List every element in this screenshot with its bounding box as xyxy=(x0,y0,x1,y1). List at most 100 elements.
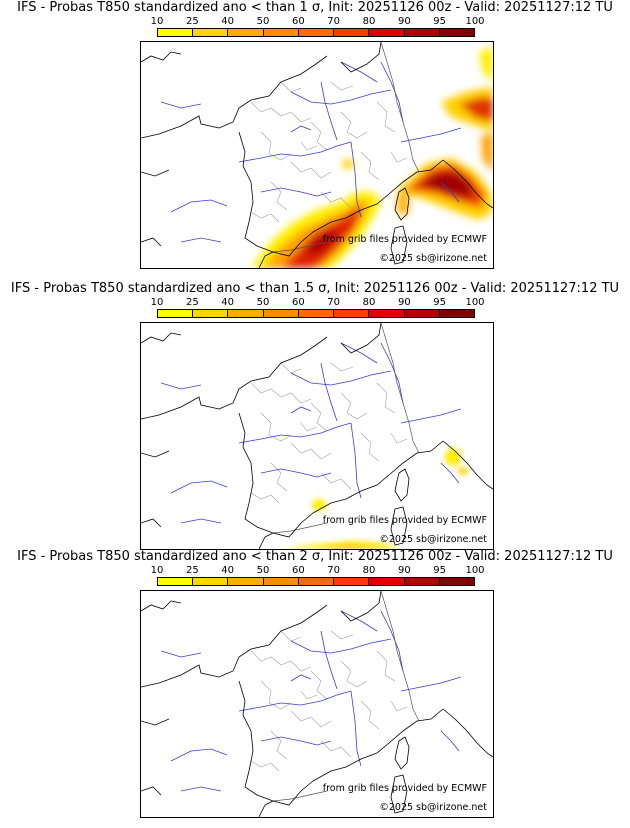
colorbar xyxy=(157,28,475,37)
colorbar-tick-label: 40 xyxy=(221,16,235,27)
coastline xyxy=(312,440,444,514)
region-border xyxy=(280,362,302,374)
region-border xyxy=(270,730,288,760)
river xyxy=(180,518,222,524)
region-border xyxy=(376,650,396,682)
colorbar-segment xyxy=(439,29,474,36)
credit-copyright: ©2025 sb@irizone.net xyxy=(379,802,487,813)
river xyxy=(260,468,332,478)
region-border xyxy=(300,422,318,432)
region-border xyxy=(250,650,312,672)
credit-copyright: ©2025 sb@irizone.net xyxy=(379,253,487,264)
river xyxy=(238,422,352,444)
coastline xyxy=(442,440,493,490)
colorbar-segment xyxy=(228,310,264,317)
colorbar xyxy=(157,309,475,318)
probability-shading xyxy=(251,47,493,268)
river xyxy=(290,674,312,682)
region-border xyxy=(270,181,288,211)
national-border xyxy=(380,591,420,722)
region-border xyxy=(360,151,380,181)
region-border xyxy=(320,472,352,490)
coastline xyxy=(442,159,493,209)
region-border xyxy=(260,680,292,710)
coastline xyxy=(312,159,444,233)
colorbar-tick-label: 90 xyxy=(397,16,411,27)
river xyxy=(238,690,352,712)
river xyxy=(180,237,222,243)
river xyxy=(160,650,202,658)
region-border xyxy=(300,141,318,151)
region-border xyxy=(340,392,368,420)
panel-title: IFS - Probas T850 standardized ano < tha… xyxy=(10,281,620,296)
river xyxy=(350,422,362,499)
region-border xyxy=(250,760,280,772)
credit-source: from grib files provided by ECMWF xyxy=(322,515,487,526)
panel-title: IFS - Probas T850 standardized ano < tha… xyxy=(17,549,613,564)
region-border xyxy=(310,402,328,432)
map-base xyxy=(141,42,493,268)
river xyxy=(290,125,312,133)
colorbar-tick-label: 100 xyxy=(465,16,485,27)
region-border xyxy=(330,630,354,640)
colorbar-tick-label: 95 xyxy=(433,16,447,27)
probability-map: from grib files provided by ECMWF ©2025 … xyxy=(140,322,494,550)
river xyxy=(350,690,362,767)
colorbar-tick-label: 80 xyxy=(362,297,376,308)
sardinia-coastline xyxy=(390,774,408,814)
region-border xyxy=(310,121,328,151)
colorbar-segment xyxy=(158,310,194,317)
colorbar-segment xyxy=(404,29,440,36)
coastline xyxy=(141,169,170,177)
river xyxy=(440,730,460,752)
river xyxy=(260,736,332,746)
region-border xyxy=(290,710,332,728)
sardinia-coastline xyxy=(390,225,408,265)
region-border xyxy=(290,442,332,460)
map-svg xyxy=(141,42,493,268)
colorbar-segment xyxy=(298,310,335,317)
region-border xyxy=(330,362,354,372)
coastline xyxy=(141,55,328,139)
colorbar-segment xyxy=(193,310,229,317)
river xyxy=(180,786,222,792)
colorbar xyxy=(157,577,475,586)
colorbar-tick-label: 25 xyxy=(185,16,199,27)
region-border xyxy=(280,630,302,642)
region-border xyxy=(310,670,328,700)
colorbar-tick-label: 50 xyxy=(256,565,270,576)
colorbar-tick-label: 95 xyxy=(433,565,447,576)
colorbar-tick-label: 70 xyxy=(327,297,341,308)
colorbar-ticks: 10 25 40 50 60 70 80 90 95 100 xyxy=(151,565,485,577)
river xyxy=(380,61,404,123)
river xyxy=(440,462,460,484)
colorbar-segment xyxy=(228,29,264,36)
national-border xyxy=(272,790,328,802)
credit-source: from grib files provided by ECMWF xyxy=(322,783,487,794)
colorbar-segment xyxy=(193,578,229,585)
panel-title: IFS - Probas T850 standardized ano < tha… xyxy=(17,0,613,15)
region-border xyxy=(376,101,396,133)
coastline xyxy=(141,336,328,420)
coastline xyxy=(238,412,314,538)
river xyxy=(400,127,462,143)
colorbar-tick-label: 90 xyxy=(397,297,411,308)
river xyxy=(320,81,338,141)
region-border xyxy=(260,131,292,161)
corsica-coastline xyxy=(394,187,410,221)
region-border xyxy=(360,700,380,730)
colorbar-segment xyxy=(439,578,474,585)
colorbar-tick-label: 80 xyxy=(362,565,376,576)
colorbar-segment xyxy=(369,310,405,317)
colorbar-tick-label: 80 xyxy=(362,16,376,27)
probability-map: from grib files provided by ECMWF ©2025 … xyxy=(140,41,494,269)
river xyxy=(290,89,392,105)
credit-source: from grib files provided by ECMWF xyxy=(322,234,487,245)
river xyxy=(238,141,352,163)
corsica-coastline xyxy=(394,736,410,770)
colorbar-segment xyxy=(439,310,474,317)
map-svg xyxy=(141,591,493,817)
colorbar-tick-label: 60 xyxy=(291,16,305,27)
river xyxy=(290,370,392,386)
river xyxy=(160,382,202,390)
